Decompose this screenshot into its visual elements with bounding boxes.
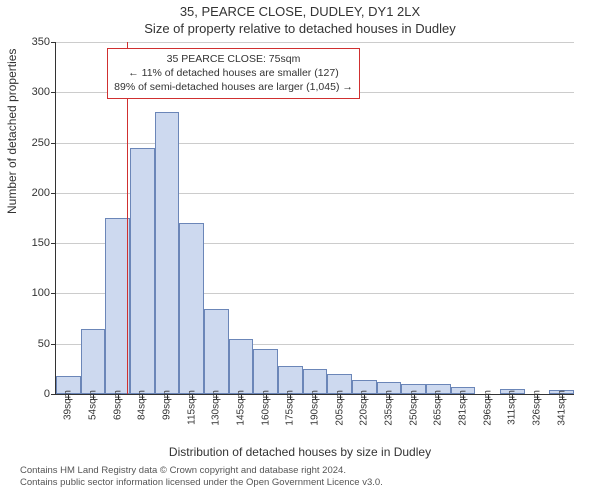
y-tick-mark	[51, 243, 56, 244]
histogram-bar	[229, 339, 254, 394]
y-tick-label: 100	[24, 287, 50, 299]
x-tick-label: 84sqm	[137, 390, 148, 420]
chart-plot-area: 05010015020025030035039sqm54sqm69sqm84sq…	[55, 42, 574, 395]
histogram-bar	[179, 223, 204, 394]
y-tick-label: 350	[24, 36, 50, 48]
gridline	[56, 42, 574, 43]
y-tick-mark	[51, 394, 56, 395]
x-tick-label: 326sqm	[532, 390, 543, 426]
gridline	[56, 143, 574, 144]
y-tick-label: 250	[24, 137, 50, 149]
callout-line-3: 89% of semi-detached houses are larger (…	[114, 80, 353, 94]
y-tick-label: 200	[24, 187, 50, 199]
histogram-bar	[253, 349, 278, 394]
y-axis-label: Number of detached properties	[5, 49, 19, 214]
x-tick-label: 281sqm	[458, 390, 469, 426]
x-axis-label: Distribution of detached houses by size …	[0, 445, 600, 459]
histogram-bar	[155, 112, 180, 394]
y-tick-label: 0	[24, 388, 50, 400]
chart-title-address: 35, PEARCE CLOSE, DUDLEY, DY1 2LX	[0, 4, 600, 19]
y-tick-mark	[51, 92, 56, 93]
x-tick-label: 130sqm	[211, 390, 222, 426]
callout-line-2: ← 11% of detached houses are smaller (12…	[114, 66, 353, 80]
x-tick-label: 205sqm	[334, 390, 345, 426]
x-tick-label: 175sqm	[285, 390, 296, 426]
x-tick-label: 39sqm	[63, 390, 74, 420]
x-tick-label: 115sqm	[186, 390, 197, 425]
footer-line-2: Contains public sector information licen…	[20, 477, 600, 489]
x-tick-label: 220sqm	[359, 390, 370, 426]
y-tick-mark	[51, 143, 56, 144]
y-tick-mark	[51, 193, 56, 194]
chart-title-description: Size of property relative to detached ho…	[0, 21, 600, 36]
x-tick-label: 190sqm	[310, 390, 321, 426]
x-tick-label: 145sqm	[236, 390, 247, 426]
histogram-bar	[204, 309, 229, 394]
y-tick-label: 300	[24, 86, 50, 98]
y-tick-mark	[51, 344, 56, 345]
x-tick-label: 250sqm	[408, 390, 419, 426]
x-tick-label: 265sqm	[433, 390, 444, 426]
histogram-bar	[130, 148, 155, 394]
x-tick-label: 160sqm	[260, 390, 271, 426]
x-tick-label: 54sqm	[88, 390, 99, 420]
footer-attribution: Contains HM Land Registry data © Crown c…	[20, 465, 600, 490]
x-tick-label: 311sqm	[507, 390, 518, 425]
x-tick-label: 69sqm	[112, 390, 123, 420]
y-tick-mark	[51, 42, 56, 43]
x-tick-label: 341sqm	[556, 390, 567, 426]
footer-line-1: Contains HM Land Registry data © Crown c…	[20, 465, 600, 477]
y-tick-mark	[51, 293, 56, 294]
callout-line-1: 35 PEARCE CLOSE: 75sqm	[114, 52, 353, 66]
x-tick-label: 235sqm	[384, 390, 395, 426]
x-tick-label: 99sqm	[162, 390, 173, 420]
x-tick-label: 296sqm	[482, 390, 493, 426]
histogram-bar	[81, 329, 106, 394]
y-tick-label: 50	[24, 338, 50, 350]
property-callout: 35 PEARCE CLOSE: 75sqm← 11% of detached …	[107, 48, 360, 99]
y-tick-label: 150	[24, 237, 50, 249]
